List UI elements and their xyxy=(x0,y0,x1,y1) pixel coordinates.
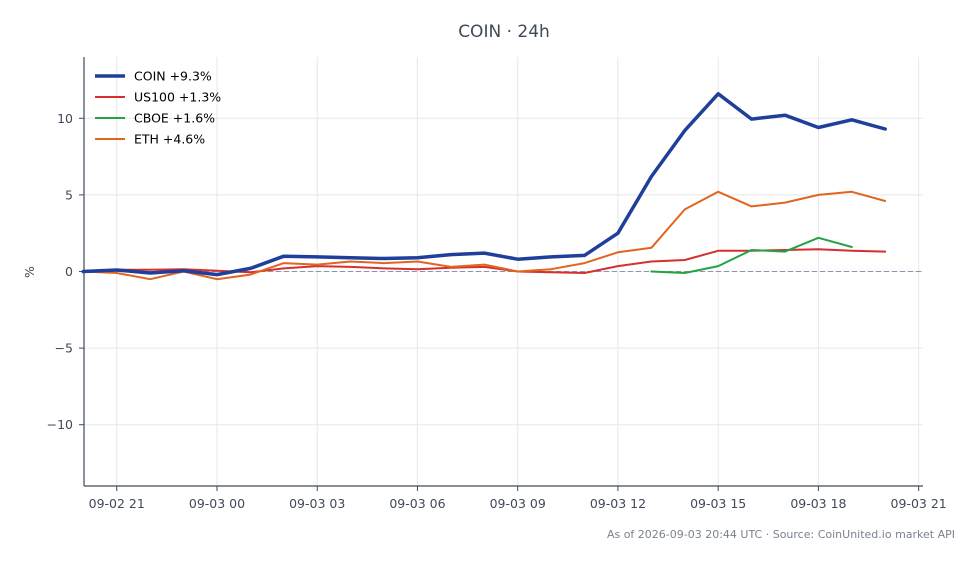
x-tick-label: 09-03 06 xyxy=(389,496,445,511)
y-tick-label: 10 xyxy=(57,111,73,126)
chart-title: COIN · 24h xyxy=(458,22,550,42)
x-tick-label: 09-03 21 xyxy=(891,496,947,511)
legend: COIN +9.3% US100 +1.3% CBOE +1.6% ETH +4.6% xyxy=(95,69,221,147)
series-line-coin xyxy=(81,92,887,277)
x-tick-label: 09-03 12 xyxy=(590,496,646,511)
legend-label: US100 +1.3% xyxy=(134,90,221,105)
series-line-cboe xyxy=(650,236,853,274)
legend-label: ETH +4.6% xyxy=(134,132,205,147)
x-tick-label: 09-03 18 xyxy=(790,496,846,511)
legend-label: COIN +9.3% xyxy=(134,69,212,84)
x-tick-label: 09-03 09 xyxy=(490,496,546,511)
y-tick-label: −5 xyxy=(55,341,73,356)
y-tick-label: 5 xyxy=(65,187,73,202)
legend-label: CBOE +1.6% xyxy=(134,111,215,126)
source-footer: As of 2026-09-03 20:44 UTC · Source: Coi… xyxy=(607,528,955,541)
y-tick-label: −10 xyxy=(47,417,73,432)
y-tick-label: 0 xyxy=(65,264,73,279)
series-lines xyxy=(81,92,887,281)
x-tick-label: 09-02 21 xyxy=(89,496,145,511)
y-axis-label: % xyxy=(22,266,37,278)
y-axis-ticks: 10 5 0 −5 −10 xyxy=(47,111,84,432)
series-line-eth xyxy=(82,190,887,281)
x-axis-ticks: 09-02 21 09-03 00 09-03 03 09-03 06 09-03 09… xyxy=(89,486,947,511)
x-tick-label: 09-03 15 xyxy=(690,496,746,511)
x-tick-label: 09-03 03 xyxy=(289,496,345,511)
x-tick-label: 09-03 00 xyxy=(189,496,245,511)
